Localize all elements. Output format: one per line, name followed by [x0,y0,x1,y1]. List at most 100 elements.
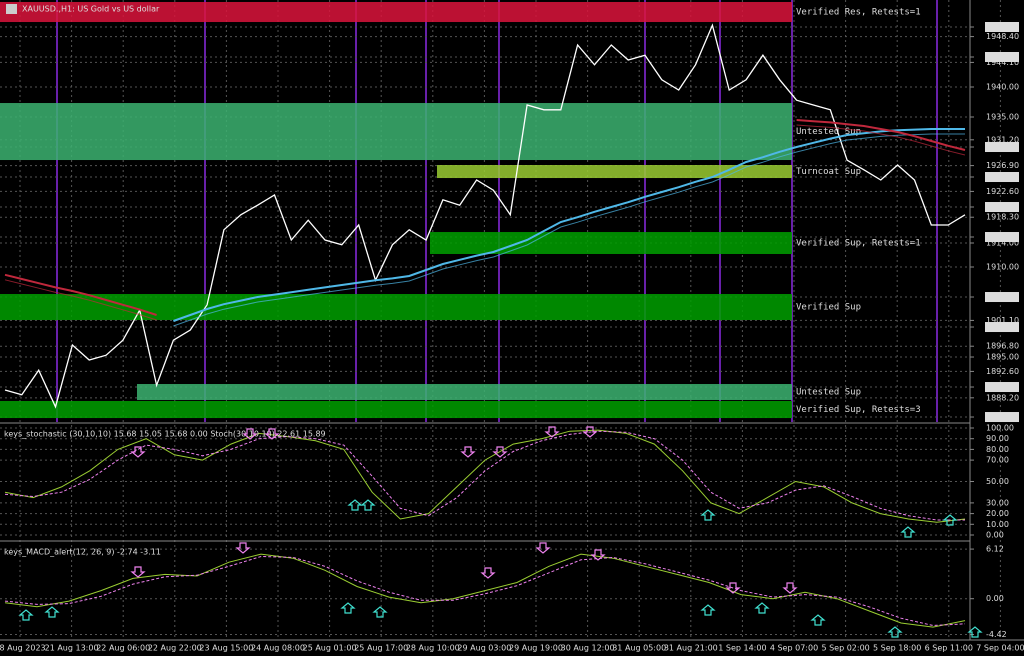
zone-label: Verified Res, Retests=1 [796,8,921,18]
signal-arrow [900,526,916,538]
y-tick-label: 1931.20 [986,135,1019,144]
signal-arrow [130,566,146,578]
y-tick-label: 1945.00 [986,53,1019,62]
y-tick-label: 1944.10 [986,58,1019,67]
x-tick-label: 31 Aug 21:00 [664,644,718,653]
y-tick-label: 1888.20 [986,393,1019,402]
price-box [985,142,1019,153]
x-tick-label: 5 Sep 18:00 [873,644,921,653]
y-tick-label: 1930.00 [986,143,1019,152]
signal-arrow [360,499,376,511]
price-box [985,202,1019,213]
signal-arrow [235,542,251,554]
zone-label: Turncoat Sup [796,167,861,177]
y-tick-label: 1926.90 [986,161,1019,170]
signal-arrow [480,567,496,579]
x-tick-label: 28 Aug 10:00 [406,644,460,653]
x-tick-label: 7 Sep 04:00 [976,644,1024,653]
signal-arrow [460,446,476,458]
price-box [985,322,1019,333]
pane-title: XAUUSD.,H1: US Gold vs US dollar [22,5,160,14]
signal-arrow [372,606,388,618]
y-tick-label: 1892.60 [986,367,1019,376]
y-tick-label: 1910.00 [986,263,1019,272]
series-line-shadow [4,124,966,321]
y-tick-label: 0.00 [986,594,1004,603]
series-line [4,429,966,523]
zone [0,294,792,320]
price-box [985,172,1019,183]
signal-arrow [492,446,508,458]
y-tick-label: 1925.00 [986,173,1019,182]
signal-arrow [242,428,258,440]
pane-title: keys_MACD_alert(12, 26, 9) -2.74 -3.11 [4,548,161,557]
signal-arrow [725,582,741,594]
y-tick-label: 100.00 [986,424,1014,433]
x-tick-label: 25 Aug 17:00 [354,644,408,653]
signal-arrow [582,426,598,438]
x-tick-label: 21 Aug 13:00 [45,644,99,653]
signal-arrow [887,626,903,638]
y-tick-label: 1900.00 [986,323,1019,332]
y-tick-label: 1914.00 [986,239,1019,248]
x-tick-label: 24 Aug 08:00 [251,644,305,653]
zone-label: Verified Sup, Retests=3 [796,405,921,415]
x-tick-label: 6 Sep 11:00 [925,644,973,653]
y-tick-label: 1922.60 [986,187,1019,196]
pane-title: keys_stochastic (30,10,10) 15.68 15.05 1… [4,430,326,439]
y-tick-label: 10.00 [986,520,1009,529]
signal-arrow [44,606,60,618]
zone [437,165,792,179]
price-box [985,292,1019,303]
y-tick-label: 0.00 [986,531,1004,540]
y-tick-label: 1896.80 [986,342,1019,351]
signal-arrow [942,514,958,526]
series-line [4,553,966,628]
series-line [4,23,966,409]
y-tick-label: 1918.30 [986,213,1019,222]
y-tick-label: 6.12 [986,545,1004,554]
series-line [4,555,966,627]
zone-label: Untested Sup [796,388,861,398]
zone-label: Verified Sup, Retests=1 [796,239,921,249]
y-tick-label: 1885.00 [986,413,1019,422]
signal-arrow [754,602,770,614]
zone [430,232,792,254]
series-line [173,128,965,322]
signal-arrow [264,428,280,440]
y-tick-label: -4.42 [986,630,1007,639]
x-tick-label: 29 Aug 19:00 [509,644,563,653]
y-tick-label: 70.00 [986,456,1009,465]
price-box [985,22,1019,33]
x-tick-label: 23 Aug 15:00 [199,644,253,653]
x-tick-label: 18 Aug 2023 [0,644,46,653]
y-tick-label: 90.00 [986,434,1009,443]
signal-arrow [700,604,716,616]
zone [0,1,792,23]
signal-arrow [590,549,606,561]
x-tick-label: 1 Sep 14:00 [718,644,766,653]
price-box [985,382,1019,393]
y-tick-label: 1950.00 [986,23,1019,32]
y-tick-label: 20.00 [986,509,1009,518]
zone [0,400,792,419]
icon [6,4,17,14]
signal-arrow [130,446,146,458]
y-tick-label: 1890.00 [986,383,1019,392]
y-tick-label: 1948.40 [986,32,1019,41]
x-tick-label: 22 Aug 06:00 [96,644,150,653]
signal-arrow [340,602,356,614]
y-tick-label: 1901.10 [986,316,1019,325]
signal-arrow [544,426,560,438]
x-tick-label: 25 Aug 01:00 [303,644,357,653]
y-tick-label: 1905.00 [986,293,1019,302]
x-tick-label: 31 Aug 05:00 [612,644,666,653]
y-tick-label: 1935.00 [986,113,1019,122]
series-line-shadow [173,133,965,327]
signal-arrow [967,626,983,638]
y-tick-label: 1895.00 [986,353,1019,362]
series-line [4,119,966,316]
x-tick-label: 30 Aug 12:00 [561,644,615,653]
